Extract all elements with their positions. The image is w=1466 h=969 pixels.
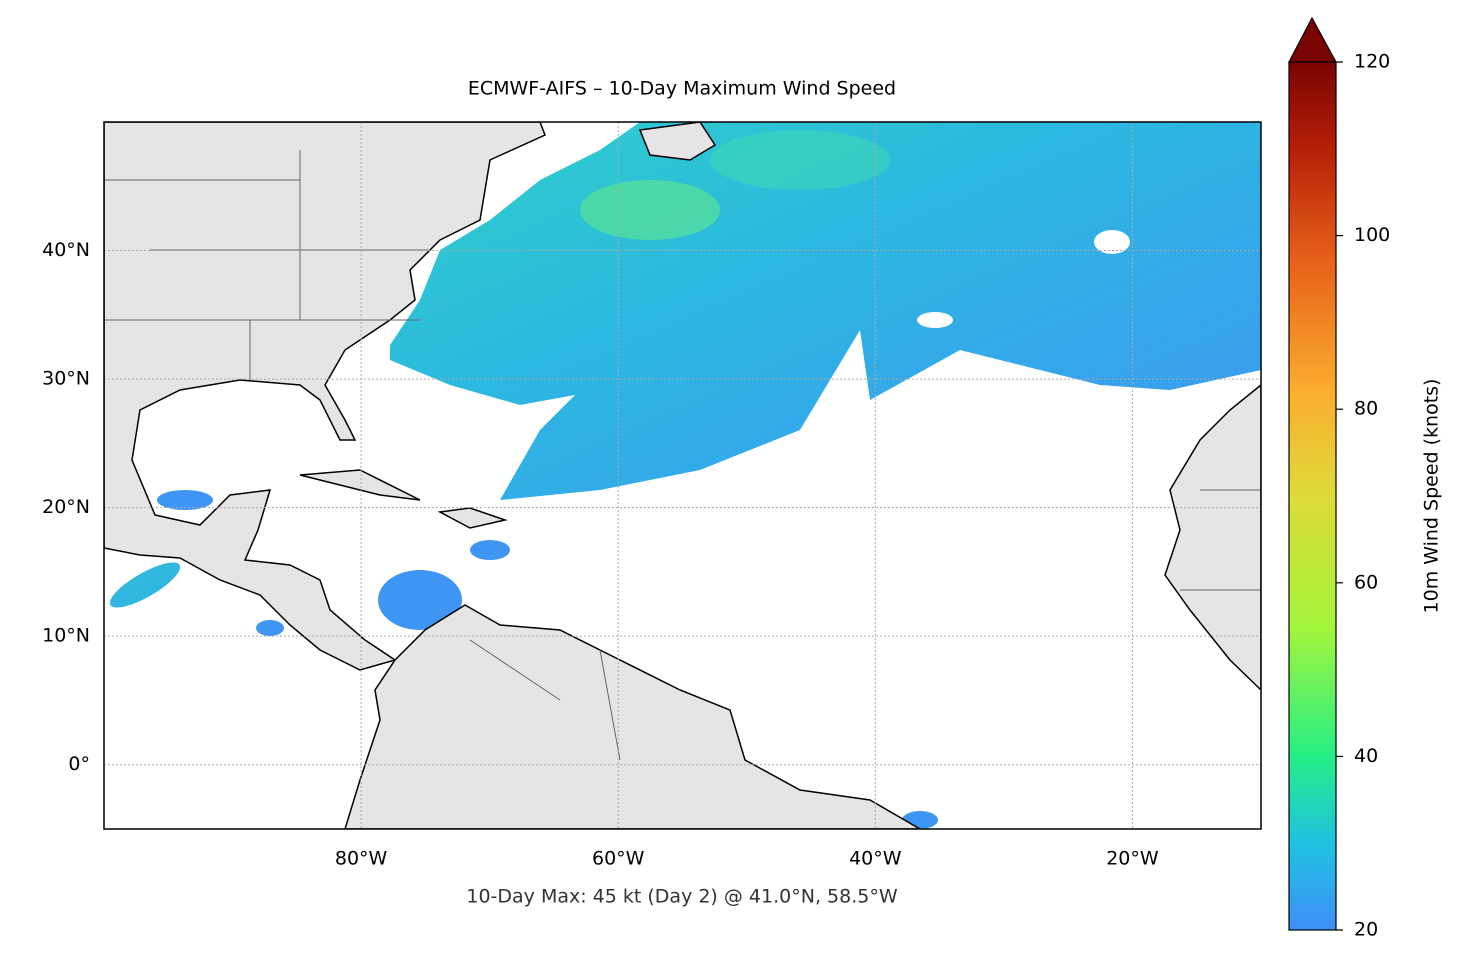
wind-band [710,130,890,190]
colorbar-tick-label: 20 [1354,919,1378,941]
colorbar-tick-label: 60 [1354,571,1378,593]
colorbar-tick-label: 120 [1354,51,1390,73]
north-america [104,122,546,671]
x-tick-label: 40°W [849,848,902,870]
borders [104,150,1261,761]
annotation: 10-Day Max: 45 kt (Day 2) @ 41.0°N, 58.5… [466,886,897,908]
axes [104,122,1261,829]
map-frame [103,121,1262,830]
colorbar-tick-label: 80 [1354,398,1378,420]
wind-patch [378,570,462,630]
x-tick-label: 20°W [1106,848,1159,870]
colorbar-tick-label: 100 [1354,224,1390,246]
south-america [344,604,922,829]
map [104,122,1261,829]
y-tick-label: 0° [68,753,90,775]
y-tick-label: 30°N [42,368,90,390]
wind-maximum [580,180,720,240]
chart-title: ECMWF-AIFS – 10-Day Maximum Wind Speed [468,78,896,100]
x-tick-label: 60°W [592,848,645,870]
calm-spot [917,312,953,328]
y-tick-label: 10°N [42,625,90,647]
colorbar-label: 10m Wind Speed (knots) [1421,379,1443,614]
wind-patch [157,490,213,510]
colorbar-extend [1288,16,1338,63]
colorbar [1288,61,1337,931]
y-tick-label: 20°N [42,496,90,518]
wind-patch [470,540,510,560]
calm-spot [1094,230,1130,254]
x-tick-label: 80°W [335,848,388,870]
colorbar-tick-label: 40 [1354,745,1378,767]
hispaniola [437,507,508,529]
wind-patch [109,562,181,608]
y-tick-label: 40°N [42,239,90,261]
wind-patch [256,620,284,636]
africa [1164,384,1261,692]
newfoundland [638,122,717,161]
cuba [299,469,421,501]
